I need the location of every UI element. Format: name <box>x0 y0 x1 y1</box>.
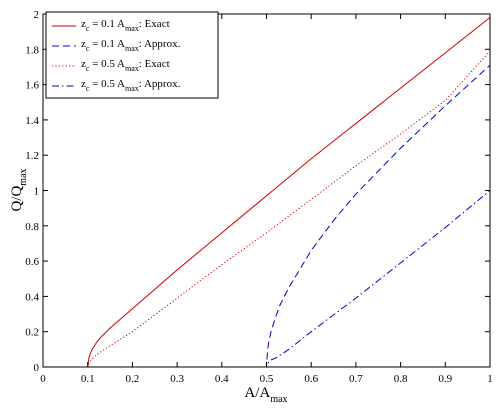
y-axis-label: Q/Qmax <box>9 168 29 211</box>
series-layer <box>43 17 491 368</box>
tick-labels: 0 0.1 0.2 0.3 0.4 0.5 0.6 0.7 0.8 0.9 1 0 0.2 0.4 0.6 0… <box>25 9 493 385</box>
y-tick-label: 1.2 <box>25 150 39 162</box>
y-tick-label: 0.8 <box>25 221 39 233</box>
y-tick-label: 1.8 <box>25 44 39 56</box>
x-axis-label: A/Amax <box>244 385 287 405</box>
y-tick-label: 1.6 <box>25 80 39 92</box>
x-tick-label: 0 <box>40 373 46 385</box>
legend-label-3: zc = 0.5 Amax: Exact <box>81 58 170 73</box>
y-tick-label: 0.2 <box>25 327 39 339</box>
x-tick-label: 0.1 <box>81 373 95 385</box>
x-tick-label: 0.4 <box>215 373 229 385</box>
legend-label-2: zc = 0.1 Amax: Approx. <box>81 38 181 53</box>
legend-label-4: zc = 0.5 Amax: Approx. <box>81 78 181 93</box>
x-tick-label: 1 <box>487 373 493 385</box>
series-line-1 <box>43 17 491 368</box>
y-tick-label: 0 <box>34 362 40 374</box>
y-tick-label: 1 <box>34 186 40 198</box>
series-line-2 <box>43 64 491 368</box>
legend-label-1: zc = 0.1 Amax: Exact <box>81 18 170 33</box>
x-tick-label: 0.5 <box>260 373 274 385</box>
y-tick-label: 0.4 <box>25 291 39 303</box>
y-tick-label: 2 <box>34 9 40 21</box>
y-tick-label: 1.4 <box>25 115 39 127</box>
x-tick-label: 0.3 <box>170 373 184 385</box>
x-tick-label: 0.9 <box>438 373 452 385</box>
x-tick-label: 0.8 <box>394 373 408 385</box>
x-tick-label: 0.7 <box>349 373 363 385</box>
legend: zc = 0.1 Amax: Exact zc = 0.1 Amax: Appro… <box>45 11 219 99</box>
series-line-4 <box>43 190 491 368</box>
series-line-3 <box>43 50 491 368</box>
x-tick-label: 0.6 <box>304 373 318 385</box>
y-tick-label: 0.6 <box>25 256 39 268</box>
x-tick-label: 0.2 <box>126 373 140 385</box>
